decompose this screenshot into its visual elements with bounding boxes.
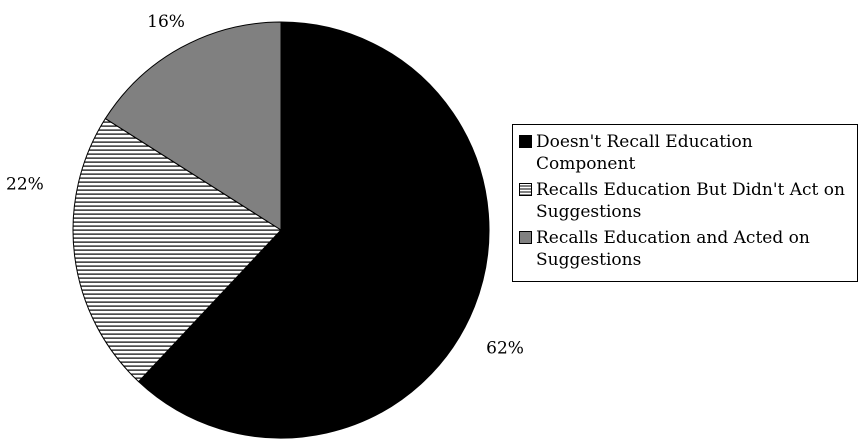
- legend-label: Recalls Education But Didn't Act on Sugg…: [536, 180, 845, 222]
- legend-swatch-striped: [519, 183, 532, 196]
- pie-slice-recalls-acted: [104, 21, 282, 231]
- legend-item-recalls-acted: Recalls Education and Acted on Suggestio…: [519, 227, 853, 271]
- slice-label-22: 22%: [6, 174, 44, 194]
- pie-slice-recalls-didnt-act: [72, 117, 282, 383]
- legend-item-recalls-didnt-act: Recalls Education But Didn't Act on Sugg…: [519, 179, 853, 223]
- legend-label: Recalls Education and Acted on Suggestio…: [536, 228, 810, 270]
- legend-swatch-solid-black: [519, 135, 532, 148]
- slice-label-62: 62%: [486, 339, 524, 359]
- slice-label-16: 16%: [147, 12, 185, 32]
- legend-item-doesnt-recall: Doesn't Recall Education Component: [519, 131, 853, 175]
- legend-label: Doesn't Recall Education Component: [536, 132, 753, 174]
- legend: Doesn't Recall Education Component Recal…: [512, 124, 858, 282]
- pie-slice-doesnt-recall: [137, 21, 490, 439]
- legend-swatch-solid-gray: [519, 231, 532, 244]
